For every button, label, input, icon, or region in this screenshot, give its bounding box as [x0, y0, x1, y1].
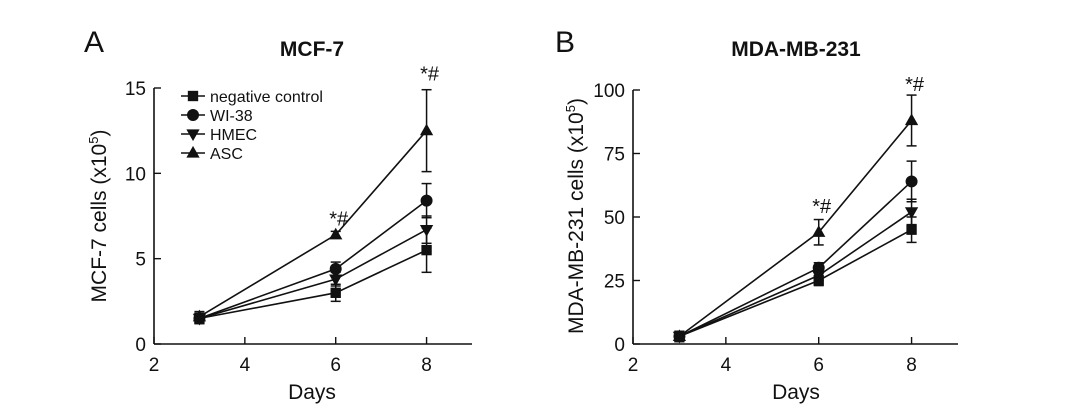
legend-label: negative control	[210, 89, 323, 106]
x-tick-label: 6	[330, 355, 341, 376]
y-tick-label: 0	[135, 335, 146, 356]
y-axis-label-b-text: MDA-MB-231 cells (x10	[565, 112, 588, 334]
data-point-triangle-down	[812, 270, 826, 283]
y-axis-label-a-exp: 5	[86, 137, 101, 144]
y-tick-label: 75	[604, 145, 625, 166]
x-tick-label: 8	[421, 355, 432, 376]
data-point-triangle-up	[192, 309, 207, 322]
data-point-circle	[420, 194, 433, 207]
chart-title-b: MDA-MB-231	[731, 38, 861, 61]
data-point-triangle-up	[672, 329, 687, 342]
data-point-triangle-up	[419, 123, 434, 136]
y-tick-label: 50	[604, 208, 625, 229]
significance-label: *#	[420, 63, 440, 85]
legend-label: ASC	[210, 146, 243, 163]
x-tick-label: 8	[906, 355, 917, 376]
y-tick-label: 25	[604, 272, 625, 293]
y-axis-label-b: MDA-MB-231 cells (x105)	[563, 98, 588, 334]
y-tick-label: 5	[135, 250, 146, 271]
y-tick-label: 15	[125, 79, 146, 100]
data-point-circle	[905, 175, 918, 188]
panel-b: B MDA-MB-231 0 25 50 75 100 2 4 6 8 *# *# Days MDA…	[555, 26, 958, 404]
x-axis-label-a: Days	[288, 381, 336, 404]
legend-marker-triangle-up	[186, 145, 200, 158]
data-point-triangle-down	[419, 225, 434, 237]
y-axis-label-a-text: MCF-7 cells (x10	[88, 144, 111, 303]
chart-title-a: MCF-7	[280, 38, 344, 61]
legend-marker-triangle-down	[186, 129, 200, 142]
x-tick-label: 4	[721, 355, 732, 376]
significance-label: *#	[329, 208, 349, 230]
legend-marker-circle	[187, 109, 199, 121]
x-tick-label: 4	[240, 355, 251, 376]
legend-label: HMEC	[210, 127, 257, 144]
y-axis-label-b-close: )	[565, 98, 588, 105]
data-point-square	[330, 287, 341, 298]
legend-a: negative control WI-38 HMEC ASC	[181, 89, 323, 163]
y-axis-label-b-exp: 5	[563, 105, 578, 112]
plot-area-b: 0 25 50 75 100 2 4 6 8 *# *#	[593, 74, 958, 376]
data-point-triangle-down	[329, 274, 343, 287]
significance-label: *#	[905, 74, 925, 96]
series-line-triangle-down	[199, 228, 427, 320]
legend-label: WI-38	[210, 108, 253, 125]
y-axis-label-a: MCF-7 cells (x105)	[86, 130, 111, 303]
y-tick-label: 100	[593, 81, 625, 102]
data-point-triangle-down	[904, 207, 919, 219]
data-point-square	[906, 224, 917, 235]
significance-label: *#	[812, 196, 832, 218]
legend-marker-square	[187, 90, 199, 102]
x-tick-label: 2	[628, 355, 639, 376]
data-point-triangle-up	[904, 113, 919, 126]
plot-area-a: 0 5 10 15 2 4 6 8 *# *#	[125, 63, 472, 376]
series-line-circle	[679, 180, 913, 338]
series-line-triangle-up	[678, 119, 913, 338]
series-line-triangle-down	[679, 211, 913, 338]
panel-letter-b: B	[555, 26, 575, 59]
x-tick-label: 6	[813, 355, 824, 376]
x-axis-label-b: Days	[772, 381, 820, 404]
data-point-square	[421, 244, 432, 256]
panel-letter-a: A	[84, 26, 104, 59]
series-line-circle	[199, 200, 428, 320]
panel-a: A MCF-7 0 5 10 15 2 4 6 8 *# *# Days MCF-7 cells …	[84, 26, 472, 404]
data-point-triangle-up	[329, 227, 343, 240]
y-tick-label: 0	[614, 335, 625, 356]
y-tick-label: 10	[125, 164, 146, 185]
y-axis-label-a-close: )	[88, 130, 111, 137]
data-point-triangle-up	[812, 225, 826, 237]
x-tick-label: 2	[149, 355, 160, 376]
